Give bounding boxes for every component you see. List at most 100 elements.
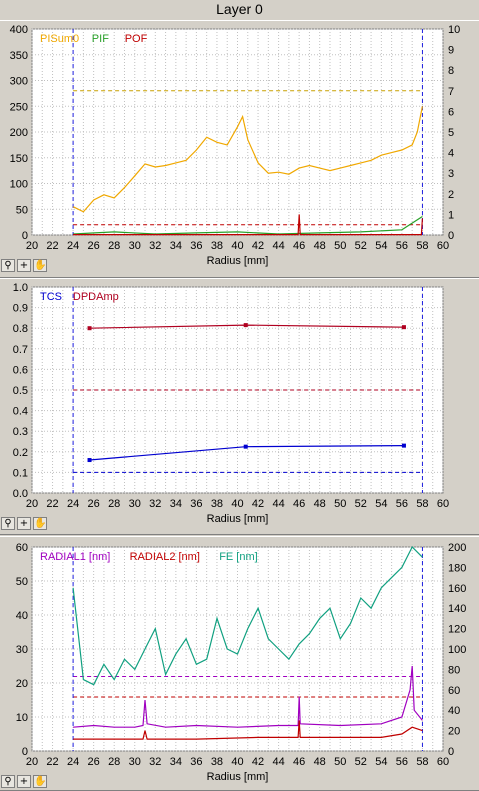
legend-entry: POF — [125, 33, 148, 45]
y-tick-label-left: 300 — [10, 76, 28, 88]
legend-entry: DPDAmp — [73, 291, 119, 303]
x-tick-label: 28 — [108, 240, 120, 252]
x-tick-label: 44 — [272, 756, 284, 768]
y-tick-label-right: 80 — [448, 664, 460, 676]
x-tick-label: 48 — [314, 756, 326, 768]
hand-pan-button[interactable]: ✋ — [33, 258, 47, 272]
y-tick-label-right: 200 — [448, 542, 466, 554]
y-tick-label-left: 400 — [10, 24, 28, 36]
x-tick-label: 44 — [272, 240, 284, 252]
x-tick-label: 60 — [437, 498, 449, 510]
x-tick-label: 52 — [355, 756, 367, 768]
y-tick-label-left: 50 — [16, 576, 28, 588]
chart-svg[interactable]: 0102030405060020406080100120140160180200… — [0, 537, 479, 790]
y-tick-label-left: 60 — [16, 542, 28, 554]
crosshair-button[interactable]: + — [17, 516, 31, 530]
legend-entry: RADIAL2 [nm] — [130, 551, 200, 563]
x-tick-label: 58 — [416, 498, 428, 510]
y-tick-label-right: 6 — [448, 106, 454, 118]
x-tick-label: 46 — [293, 240, 305, 252]
hand-pan-button[interactable]: ✋ — [33, 516, 47, 530]
x-tick-label: 36 — [190, 240, 202, 252]
data-point — [243, 323, 248, 328]
x-tick-label: 40 — [231, 498, 243, 510]
crosshair-button[interactable]: + — [17, 258, 31, 272]
y-tick-label-right: 5 — [448, 127, 454, 139]
x-tick-label: 30 — [129, 240, 141, 252]
y-tick-label-left: 200 — [10, 127, 28, 139]
y-tick-label-right: 180 — [448, 562, 466, 574]
x-tick-label: 28 — [108, 756, 120, 768]
y-tick-label-left: 100 — [10, 179, 28, 191]
legend-entry: FE [nm] — [219, 551, 258, 563]
hand-pan-button[interactable]: ✋ — [33, 774, 47, 788]
data-point — [87, 326, 92, 331]
y-tick-label-right: 2 — [448, 189, 454, 201]
legend-entry: TCS — [40, 291, 62, 303]
crosshair-button[interactable]: + — [17, 774, 31, 788]
y-tick-label-left: 350 — [10, 50, 28, 62]
x-tick-label: 22 — [46, 498, 58, 510]
data-point — [401, 443, 406, 448]
chart-toolbar: ⚲ + ✋ — [1, 774, 47, 788]
y-tick-label-left: 0.2 — [13, 447, 28, 459]
y-tick-label-right: 0 — [448, 230, 454, 242]
x-axis-label: Radius [mm] — [207, 255, 269, 267]
y-tick-label-right: 20 — [448, 726, 460, 738]
x-tick-label: 56 — [396, 756, 408, 768]
x-tick-label: 34 — [170, 240, 182, 252]
x-tick-label: 22 — [46, 240, 58, 252]
y-tick-label-right: 100 — [448, 644, 466, 656]
chart-svg[interactable]: 0.0 0.1 0.2 0.3 0.4 0.5 0.6 0.7 0.8 0.9 1.0 20 22 24 2… — [0, 279, 479, 534]
y-tick-label-left: 30 — [16, 644, 28, 656]
x-tick-label: 32 — [149, 756, 161, 768]
y-tick-label-right: 140 — [448, 603, 466, 615]
data-point — [401, 325, 406, 330]
y-tick-label-left: 0.0 — [13, 488, 28, 500]
y-tick-label-left: 0.1 — [13, 467, 28, 479]
y-tick-label-left: 0.3 — [13, 426, 28, 438]
y-tick-label-left: 20 — [16, 678, 28, 690]
y-tick-label-right: 7 — [448, 86, 454, 98]
x-tick-label: 24 — [67, 498, 79, 510]
zoom-button[interactable]: ⚲ — [1, 258, 15, 272]
x-tick-label: 60 — [437, 756, 449, 768]
zoom-button[interactable]: ⚲ — [1, 516, 15, 530]
y-tick-label-left: 1.0 — [13, 282, 28, 294]
chart-panel-3: 0 10 20 30 40 50 60 0 20 40 60 80 100 120 140 160 180 200… — [0, 536, 479, 791]
zoom-button[interactable]: ⚲ — [1, 774, 15, 788]
y-tick-label-left: 0.7 — [13, 344, 28, 356]
x-tick-label: 38 — [211, 498, 223, 510]
x-axis-label: Radius [mm] — [207, 771, 269, 783]
x-tick-label: 50 — [334, 240, 346, 252]
legend-entry: RADIAL1 [nm] — [40, 551, 110, 563]
y-tick-label-left: 150 — [10, 153, 28, 165]
y-tick-label-left: 0 — [22, 746, 28, 758]
x-tick-label: 42 — [252, 498, 264, 510]
y-tick-label-right: 10 — [448, 24, 460, 36]
y-tick-label-left: 0.5 — [13, 385, 28, 397]
y-tick-label-right: 0 — [448, 746, 454, 758]
x-tick-label: 30 — [129, 498, 141, 510]
x-tick-label: 34 — [170, 756, 182, 768]
x-tick-label: 26 — [88, 240, 100, 252]
legend-entry: PISum0 — [40, 33, 79, 45]
x-tick-label: 42 — [252, 240, 264, 252]
x-tick-label: 32 — [149, 498, 161, 510]
data-point — [243, 444, 248, 449]
x-tick-label: 48 — [314, 240, 326, 252]
x-tick-label: 50 — [334, 498, 346, 510]
x-tick-label: 46 — [293, 498, 305, 510]
y-tick-label-right: 40 — [448, 705, 460, 717]
x-tick-label: 46 — [293, 756, 305, 768]
x-tick-label: 48 — [314, 498, 326, 510]
x-tick-label: 38 — [211, 756, 223, 768]
x-tick-label: 40 — [231, 240, 243, 252]
x-tick-label: 54 — [375, 756, 387, 768]
y-tick-label-left: 0.9 — [13, 303, 28, 315]
x-tick-label: 52 — [355, 240, 367, 252]
y-tick-label-right: 4 — [448, 148, 454, 160]
x-tick-label: 40 — [231, 756, 243, 768]
y-tick-label-right: 120 — [448, 624, 466, 636]
